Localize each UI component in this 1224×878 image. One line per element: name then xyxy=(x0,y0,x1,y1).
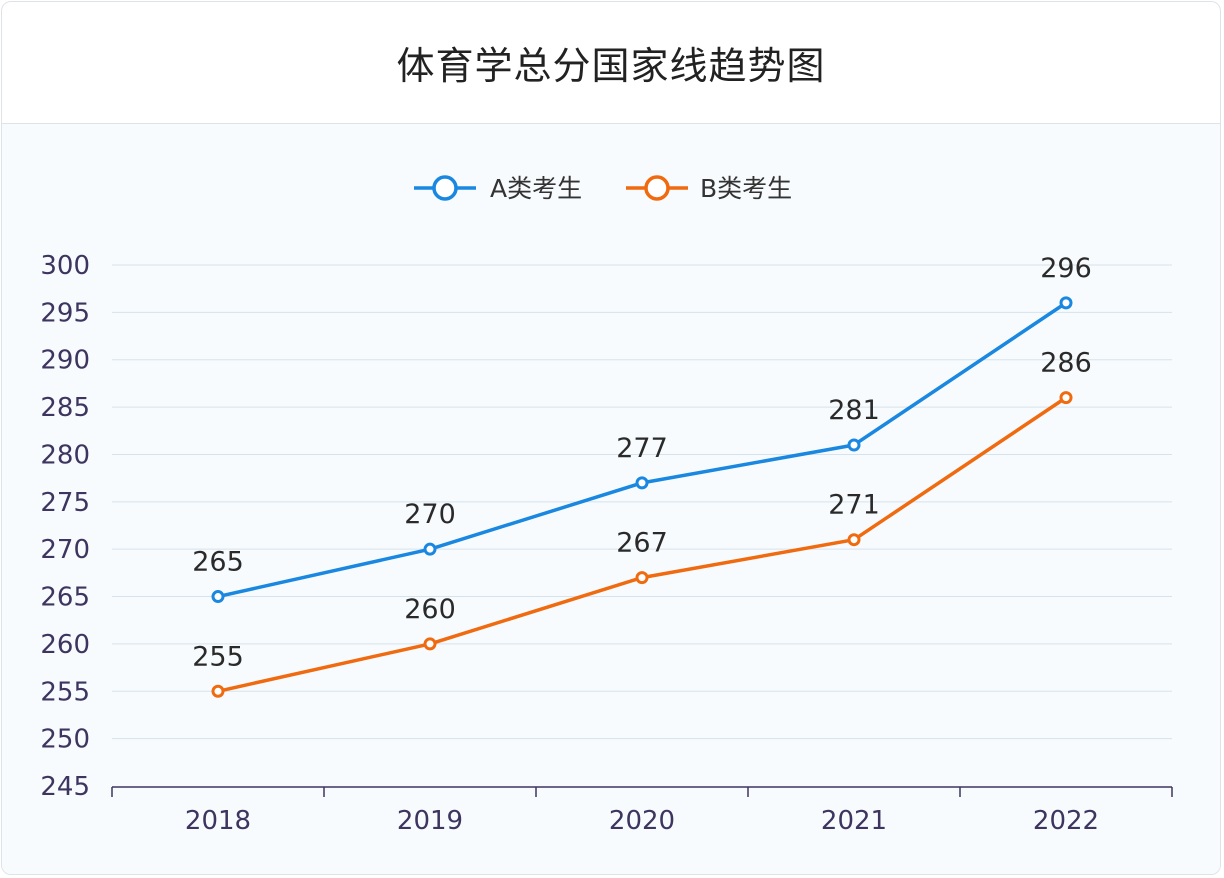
chart-panel xyxy=(2,124,1220,874)
legend-item-2[interactable]: B类考生 xyxy=(626,174,792,203)
data-point xyxy=(211,590,225,604)
legend-label: B类考生 xyxy=(700,174,792,203)
chart-title: 体育学总分国家线趋势图 xyxy=(396,44,826,88)
y-tick-label: 265 xyxy=(40,583,90,613)
data-point xyxy=(211,684,225,698)
x-tick-label: 2022 xyxy=(1033,806,1099,836)
legend-marker xyxy=(432,175,458,201)
x-tick-label: 2019 xyxy=(397,806,463,836)
data-point xyxy=(635,571,649,585)
legend-item-1[interactable]: A类考生 xyxy=(414,174,582,203)
data-point xyxy=(847,438,861,452)
x-tick-label: 2020 xyxy=(609,806,675,836)
y-tick-label: 250 xyxy=(40,725,90,755)
series-lines xyxy=(211,296,1073,698)
data-point xyxy=(1059,296,1073,310)
data-label: 255 xyxy=(192,641,244,672)
data-label: 277 xyxy=(616,433,668,464)
y-tick-label: 260 xyxy=(40,630,90,660)
data-point xyxy=(423,542,437,556)
y-tick-label: 245 xyxy=(40,772,90,802)
data-label: 271 xyxy=(828,490,880,521)
data-point xyxy=(1059,391,1073,405)
data-point xyxy=(847,533,861,547)
data-point xyxy=(423,637,437,651)
data-label: 267 xyxy=(616,528,668,559)
data-label: 286 xyxy=(1040,348,1092,379)
data-point xyxy=(635,476,649,490)
data-label: 260 xyxy=(404,594,456,625)
y-tick-label: 280 xyxy=(40,440,90,470)
x-tick-label: 2021 xyxy=(821,806,887,836)
axes: 245 250 255 260 265 270 275 280 285 290 295 300 2018… xyxy=(40,251,1173,836)
data-label: 265 xyxy=(192,547,244,578)
legend-marker xyxy=(644,175,670,201)
chart-header: 体育学总分国家线趋势图 xyxy=(2,2,1220,124)
y-tick-label: 270 xyxy=(40,535,90,565)
gridlines xyxy=(112,264,1172,740)
legend-label: A类考生 xyxy=(490,174,582,203)
x-tick-label: 2018 xyxy=(185,806,251,836)
data-label: 270 xyxy=(404,499,456,530)
y-tick-label: 275 xyxy=(40,488,90,518)
y-tick-label: 285 xyxy=(40,393,90,423)
y-tick-label: 295 xyxy=(40,298,90,328)
y-tick-label: 290 xyxy=(40,346,90,376)
legend[interactable]: A类考生 B类考生 xyxy=(414,174,792,203)
data-label: 281 xyxy=(828,395,880,426)
data-labels: 265 270 277 281 296 255 260 267 271 286 xyxy=(192,253,1092,672)
data-label: 296 xyxy=(1040,253,1092,284)
y-tick-label: 255 xyxy=(40,677,90,707)
y-tick-label: 300 xyxy=(40,251,90,281)
